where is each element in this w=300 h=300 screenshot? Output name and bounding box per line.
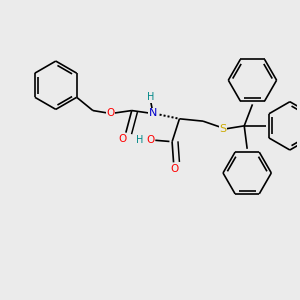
Text: O: O: [119, 134, 127, 144]
Text: O: O: [146, 135, 154, 145]
Text: O: O: [170, 164, 178, 174]
Text: S: S: [220, 124, 226, 134]
Text: H: H: [147, 92, 154, 102]
Text: H: H: [136, 135, 143, 145]
Text: N: N: [149, 109, 157, 118]
Text: O: O: [106, 109, 115, 118]
